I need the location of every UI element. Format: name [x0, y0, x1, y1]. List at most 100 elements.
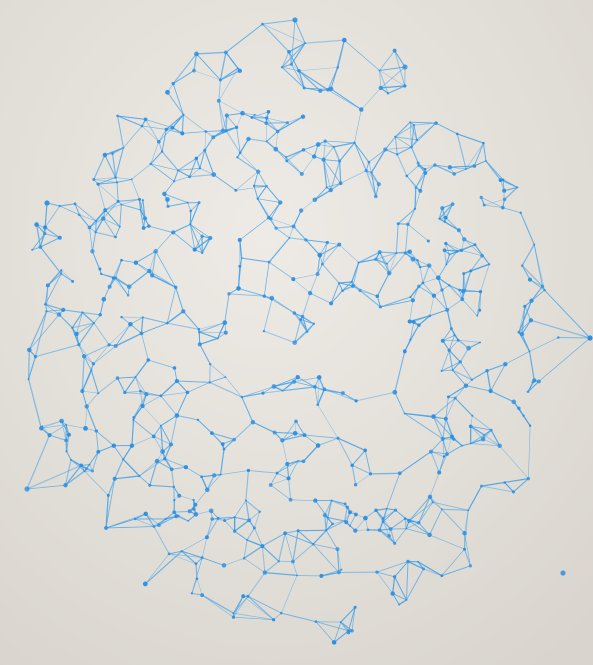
network-node — [386, 92, 390, 95]
network-node — [331, 522, 334, 526]
network-node — [94, 230, 97, 234]
network-node — [500, 205, 505, 210]
network-node — [64, 438, 68, 443]
network-edge — [352, 262, 360, 287]
network-edge — [164, 458, 173, 470]
network-edge — [124, 376, 136, 393]
network-node — [60, 269, 63, 272]
network-edge — [196, 53, 221, 81]
network-node — [502, 197, 507, 202]
network-node — [97, 392, 100, 395]
network-node — [417, 164, 420, 167]
network-node — [85, 467, 88, 471]
network-node — [27, 378, 30, 381]
network-node — [376, 182, 381, 187]
network-edge — [93, 345, 116, 365]
network-node — [353, 141, 356, 145]
network-edge — [64, 459, 72, 486]
network-edge — [379, 70, 405, 87]
network-node — [440, 574, 444, 578]
network-edge — [315, 621, 349, 632]
network-edge — [408, 496, 431, 522]
network-node — [587, 335, 593, 341]
network-edge — [195, 489, 208, 505]
network-edge — [92, 232, 96, 252]
network-edge — [199, 331, 218, 339]
network-edge — [102, 218, 116, 238]
network-edge — [71, 327, 80, 345]
network-edge — [238, 258, 242, 289]
network-edge — [173, 232, 195, 250]
network-edge — [304, 434, 339, 439]
network-edge — [28, 314, 60, 351]
network-edge — [518, 320, 532, 333]
network-node — [354, 512, 358, 517]
network-edge — [314, 386, 319, 405]
network-edge — [171, 469, 175, 487]
network-edge — [160, 380, 178, 397]
network-node — [208, 235, 213, 241]
network-node — [374, 257, 378, 261]
network-edge — [409, 300, 414, 322]
network-edge — [445, 243, 462, 251]
network-edge — [145, 513, 155, 527]
network-edge — [375, 252, 397, 260]
network-node — [427, 532, 432, 538]
network-edge — [433, 397, 456, 417]
network-edge — [521, 244, 535, 266]
network-node — [27, 347, 32, 353]
network-node — [467, 509, 470, 512]
network-node — [296, 529, 300, 533]
network-edge — [424, 164, 436, 170]
network-edge — [461, 442, 471, 447]
network-edge — [266, 131, 278, 142]
network-node — [224, 113, 229, 118]
network-node — [480, 484, 483, 488]
network-edge — [218, 79, 221, 101]
network-node — [304, 238, 308, 242]
network-node — [240, 395, 244, 399]
network-edge — [72, 322, 95, 329]
network-node — [102, 152, 108, 158]
network-edge — [441, 565, 471, 577]
network-node — [277, 560, 280, 563]
network-node — [87, 225, 92, 230]
network-edge — [394, 50, 406, 68]
network-edge — [146, 393, 161, 397]
network-node — [103, 208, 108, 213]
network-edge — [324, 515, 327, 531]
network-edge — [281, 420, 297, 441]
network-edge — [484, 434, 500, 447]
network-edge — [482, 438, 500, 447]
network-node — [157, 523, 161, 527]
network-edge — [502, 179, 518, 188]
network-edge — [281, 51, 290, 68]
network-edge — [150, 163, 179, 171]
network-edge — [321, 569, 342, 577]
network-node — [268, 483, 273, 487]
network-node — [532, 378, 537, 383]
network-edge — [394, 528, 407, 544]
network-node — [482, 141, 485, 145]
network-edge — [323, 159, 328, 188]
network-node — [197, 201, 201, 205]
network-edge — [66, 451, 72, 461]
network-node — [461, 237, 467, 242]
network-edge — [78, 344, 94, 364]
network-edge — [404, 413, 446, 420]
network-node — [291, 559, 295, 564]
network-node — [274, 226, 278, 230]
network-node — [342, 37, 347, 43]
network-edge — [189, 173, 214, 178]
network-node — [130, 178, 133, 181]
network-edge — [45, 304, 60, 315]
network-node — [289, 62, 293, 66]
network-edge — [234, 519, 250, 532]
network-edge — [344, 39, 380, 71]
network-node — [182, 113, 185, 116]
network-node — [529, 298, 534, 303]
network-edge — [243, 539, 248, 559]
network-edge — [461, 250, 483, 257]
network-edge — [437, 264, 447, 279]
network-edge — [446, 445, 463, 455]
